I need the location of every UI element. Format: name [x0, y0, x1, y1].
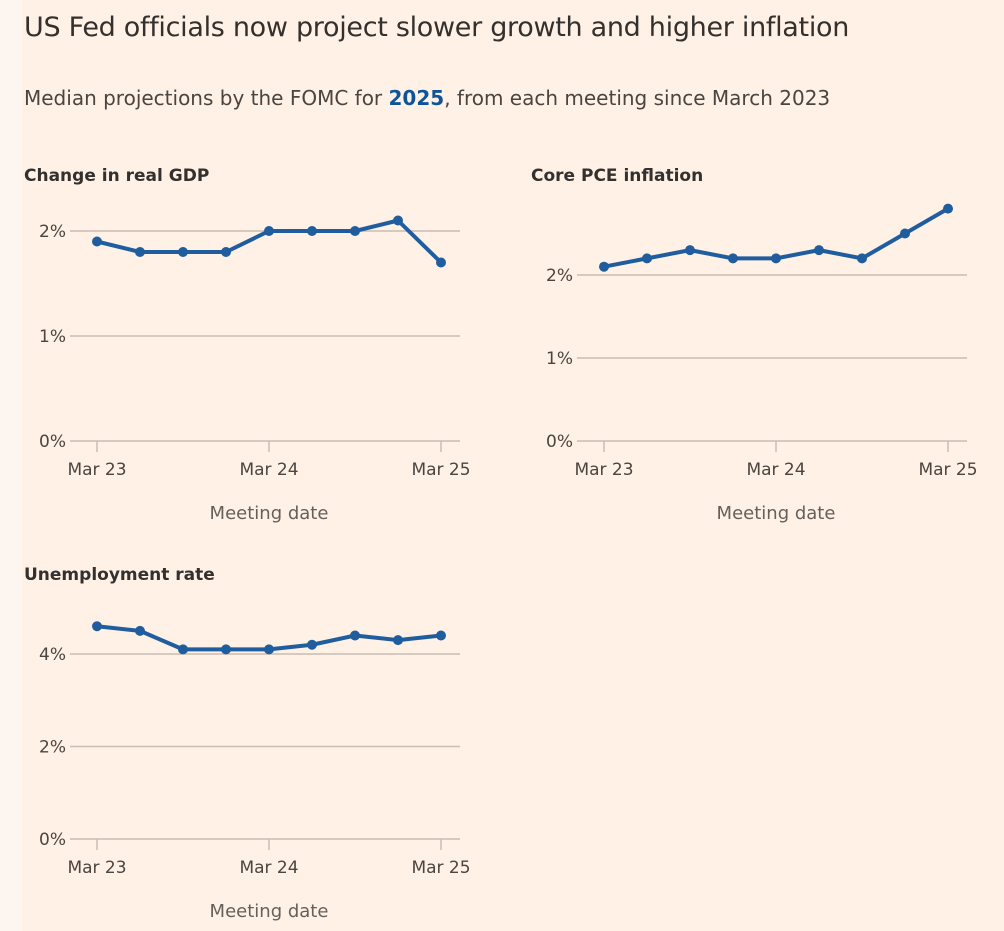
data-point — [771, 253, 781, 264]
x-axis-label: Meeting date — [717, 503, 836, 524]
x-tick-label: Mar 23 — [67, 460, 126, 480]
data-point — [350, 630, 360, 641]
data-point — [857, 253, 867, 264]
data-point — [92, 621, 102, 632]
data-point — [728, 253, 738, 264]
data-point — [135, 625, 145, 636]
data-point — [307, 226, 317, 236]
data-point — [350, 226, 360, 236]
x-tick-label: Mar 24 — [746, 460, 805, 480]
data-point — [900, 228, 910, 239]
data-point — [814, 245, 824, 256]
panel-title: Core PCE inflation — [531, 166, 703, 186]
panel-title: Unemployment rate — [24, 565, 215, 585]
left-margin-strip — [0, 0, 22, 931]
y-tick-label: 0% — [39, 830, 66, 850]
data-point — [599, 261, 609, 272]
data-point — [92, 236, 102, 247]
y-tick-label: 2% — [39, 738, 66, 758]
x-axis-label: Meeting date — [210, 901, 329, 922]
data-point — [221, 644, 231, 655]
x-tick-label: Mar 25 — [411, 858, 470, 878]
data-point — [436, 257, 446, 268]
x-tick-label: Mar 25 — [411, 460, 470, 480]
data-point — [393, 635, 403, 646]
data-point — [307, 639, 317, 650]
x-tick-label: Mar 25 — [918, 460, 977, 480]
x-axis-label: Meeting date — [210, 503, 329, 524]
data-point — [436, 630, 446, 641]
y-tick-label: 2% — [546, 266, 573, 286]
data-point — [178, 247, 188, 257]
chart-title: US Fed officials now project slower grow… — [24, 12, 850, 43]
x-tick-label: Mar 24 — [239, 460, 298, 480]
data-point — [135, 247, 145, 257]
data-point — [943, 203, 953, 214]
data-point — [393, 215, 403, 226]
x-tick-label: Mar 23 — [67, 858, 126, 878]
chart-subtitle: Median projections by the FOMC for 2025,… — [24, 86, 830, 110]
data-point — [264, 644, 274, 655]
data-point — [264, 226, 274, 236]
y-tick-label: 4% — [39, 645, 66, 665]
x-tick-label: Mar 23 — [574, 460, 633, 480]
y-tick-label: 0% — [546, 432, 573, 452]
chart-panel-2: Core PCE inflation 0% 1% 2% Mar 23 Mar 24 Mar … — [531, 166, 978, 524]
data-point — [178, 644, 188, 655]
subtitle-text: Median projections by the FOMC for — [24, 86, 389, 110]
chart-panel-1: Change in real GDP 0% 1% 2% Mar 23 Mar 24 Mar … — [24, 166, 471, 524]
y-tick-label: 1% — [546, 349, 573, 369]
x-tick-label: Mar 24 — [239, 858, 298, 878]
chart-panel-3: Unemployment rate 0% 2% 4% Mar 23 Mar 24 Mar 2… — [24, 565, 471, 922]
subtitle-text-end: , from each meeting since March 2023 — [444, 86, 831, 110]
data-point — [221, 247, 231, 257]
subtitle-highlight: 2025 — [388, 86, 445, 110]
y-tick-label: 0% — [39, 432, 66, 452]
y-tick-label: 2% — [39, 222, 66, 242]
data-point — [642, 253, 652, 264]
panel-title: Change in real GDP — [24, 166, 209, 186]
y-tick-label: 1% — [39, 327, 66, 347]
data-point — [685, 245, 695, 256]
